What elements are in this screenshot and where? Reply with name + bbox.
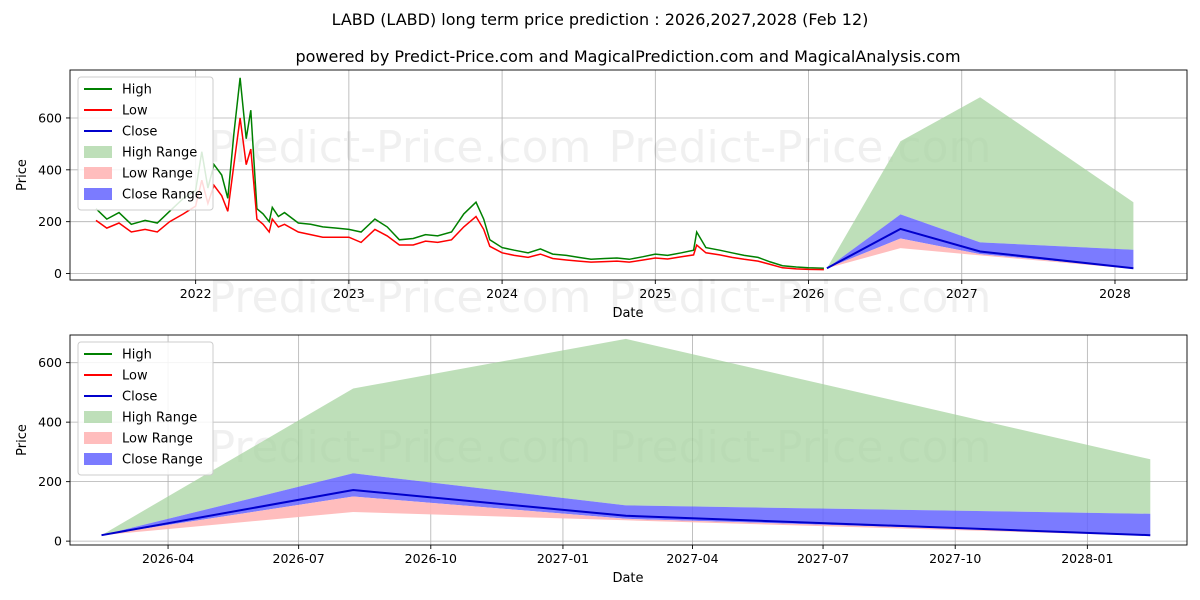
low-range-area bbox=[826, 238, 1134, 269]
forecast-plot-frame bbox=[69, 334, 1188, 546]
y-tick-label: 0 bbox=[54, 534, 62, 549]
legend-entry-label: Close Range bbox=[122, 188, 203, 203]
high-series-line bbox=[95, 77, 824, 270]
legend-swatch-patch bbox=[84, 167, 112, 179]
forecast-x-axis-label: Date bbox=[612, 571, 643, 586]
low-series-line bbox=[95, 117, 824, 271]
legend-entry-label: Close bbox=[122, 390, 157, 405]
legend-entry-label: Low Range bbox=[122, 432, 193, 447]
chart-subtitle: powered by Predict-Price.com and Magical… bbox=[295, 47, 960, 66]
x-tick-label: 2028-01 bbox=[1061, 551, 1113, 566]
x-tick-label: 2024 bbox=[486, 286, 518, 301]
legend-entry-label: Low Range bbox=[122, 167, 193, 182]
close-forecast-line bbox=[101, 488, 1151, 537]
y-tick-label: 600 bbox=[38, 355, 62, 370]
x-tick-label: 2026-07 bbox=[273, 551, 325, 566]
forecast-legend: High Low Close High Range Low Range Close Ran… bbox=[77, 341, 214, 476]
history-axis-ticks: 2022 2023 2024 2025 2026 2027 2028 0 200 400 600 bbox=[38, 110, 1131, 301]
x-tick-label: 2027-07 bbox=[797, 551, 849, 566]
close-forecast-line bbox=[826, 227, 1134, 270]
y-tick-label: 400 bbox=[38, 415, 62, 430]
legend-entry-label: Close bbox=[122, 125, 157, 140]
watermark-top-upper-left: Predict-Price.com bbox=[209, 122, 592, 173]
forecast-y-axis-label: Price bbox=[15, 424, 30, 456]
history-x-axis-label: Date bbox=[612, 306, 643, 321]
forecast-axis-ticks: 2026-04 2026-07 2026-10 2027-01 2027-04 2027-… bbox=[38, 355, 1113, 566]
close-range-area bbox=[101, 473, 1151, 536]
legend-swatch-patch bbox=[84, 188, 112, 200]
legend-swatch-patch bbox=[84, 453, 112, 465]
y-tick-label: 0 bbox=[54, 266, 62, 281]
forecast-chart: Predict-Price.com Predict-Price.com 2026… bbox=[15, 334, 1188, 586]
high-range-area bbox=[101, 338, 1151, 536]
x-tick-label: 2026-04 bbox=[142, 551, 194, 566]
y-tick-label: 200 bbox=[38, 214, 62, 229]
x-tick-label: 2026-10 bbox=[405, 551, 457, 566]
x-tick-label: 2028 bbox=[1099, 286, 1131, 301]
y-tick-label: 200 bbox=[38, 474, 62, 489]
legend-entry-label: Low bbox=[122, 369, 148, 384]
legend-swatch-patch bbox=[84, 411, 112, 423]
chart-title: LABD (LABD) long term price prediction :… bbox=[332, 10, 869, 29]
legend-entry-label: High bbox=[122, 83, 152, 98]
x-tick-label: 2022 bbox=[180, 286, 212, 301]
watermark-top-lower-right: Predict-Price.com bbox=[609, 272, 992, 323]
low-range-area bbox=[101, 496, 1151, 536]
x-tick-label: 2027-10 bbox=[929, 551, 981, 566]
history-chart: Predict-Price.com Predict-Price.com Pred… bbox=[15, 69, 1188, 323]
legend-entry-label: High bbox=[122, 348, 152, 363]
x-tick-label: 2023 bbox=[333, 286, 365, 301]
y-tick-label: 400 bbox=[38, 162, 62, 177]
history-plot-frame bbox=[69, 69, 1188, 281]
high-range-area bbox=[826, 97, 1134, 269]
x-tick-label: 2025 bbox=[639, 286, 671, 301]
x-tick-label: 2027 bbox=[946, 286, 978, 301]
history-y-axis-label: Price bbox=[15, 159, 30, 191]
legend-entry-label: Low bbox=[122, 104, 148, 119]
watermark-top-lower-left: Predict-Price.com bbox=[209, 272, 592, 323]
legend-entry-label: High Range bbox=[122, 146, 197, 161]
x-tick-label: 2027-01 bbox=[537, 551, 589, 566]
y-tick-label: 600 bbox=[38, 110, 62, 125]
legend-entry-label: High Range bbox=[122, 411, 197, 426]
legend-entry-label: Close Range bbox=[122, 453, 203, 468]
x-tick-label: 2027-04 bbox=[666, 551, 718, 566]
x-tick-label: 2026 bbox=[793, 286, 825, 301]
close-range-area bbox=[826, 214, 1134, 269]
legend-swatch-patch bbox=[84, 432, 112, 444]
history-legend: High Low Close High Range Low Range Close Ran… bbox=[77, 76, 214, 211]
legend-swatch-patch bbox=[84, 146, 112, 158]
